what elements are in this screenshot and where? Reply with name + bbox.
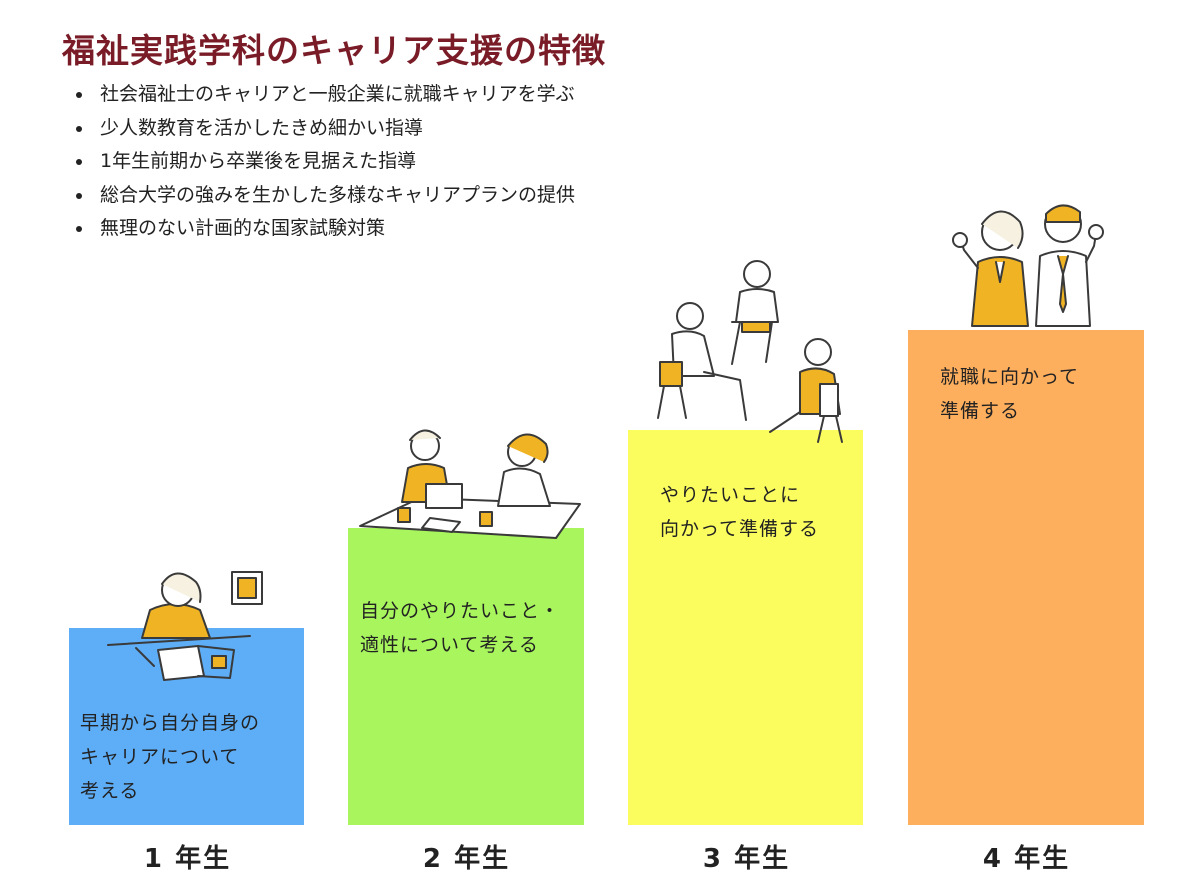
meeting-group-illustration [657, 260, 843, 443]
year-label-3: 3 年生 [702, 844, 791, 874]
step-text-year2: 自分のやりたいこと・ 適性について考える [360, 600, 561, 656]
year-label-4: 4 年生 [982, 844, 1071, 874]
feature-item: 総合大学の強みを生かした多様なキャリアプランの提供 [72, 179, 575, 213]
step-bar-year2 [348, 528, 584, 825]
step-text-year4: 就職に向かって 準備する [940, 366, 1080, 422]
group-discussion-illustration [359, 429, 581, 539]
feature-item: 社会福祉士のキャリアと一般企業に就職キャリアを学ぶ [72, 78, 575, 112]
page-title: 福祉実践学科のキャリア支援の特徴 [62, 31, 606, 70]
feature-list: 社会福祉士のキャリアと一般企業に就職キャリアを学ぶ 少人数教育を活かしたきめ細か… [72, 78, 575, 246]
feature-item: 1年生前期から卒業後を見据えた指導 [72, 145, 575, 179]
year-label-1: 1 年生 [143, 844, 232, 874]
feature-item: 少人数教育を活かしたきめ細かい指導 [72, 112, 575, 146]
feature-item: 無理のない計画的な国家試験対策 [72, 212, 575, 246]
step-bar-year3 [628, 430, 863, 825]
year-label-2: 2 年生 [422, 844, 511, 874]
step-bar-year4 [908, 330, 1144, 825]
step-text-year3: やりたいことに 向かって準備する [660, 484, 820, 540]
graduates-illustration [952, 204, 1104, 327]
step-text-year1: 早期から自分自身の キャリアについて 考える [80, 712, 261, 802]
